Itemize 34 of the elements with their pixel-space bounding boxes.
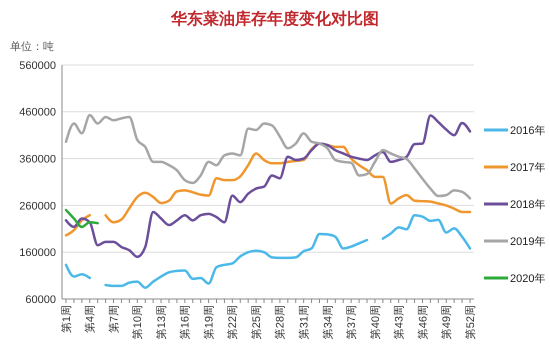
y-tick-label: 160000 <box>19 247 56 260</box>
x-tick-label: 第37周 <box>346 305 358 340</box>
legend-label: 2019年 <box>510 236 546 248</box>
x-tick-label: 第25周 <box>250 305 263 340</box>
y-tick-label: 360000 <box>19 153 56 166</box>
x-tick-label: 第22周 <box>227 305 240 340</box>
x-tick-label: 第31周 <box>298 305 310 340</box>
y-tick-label: 560000 <box>19 60 56 72</box>
x-tick-label: 第52周 <box>464 305 477 340</box>
x-tick-label: 第4周 <box>84 305 97 334</box>
legend-label: 2020年 <box>510 272 546 285</box>
legend-label: 2016年 <box>510 124 546 137</box>
chart-title: 华东菜油库存年度变化对比图 <box>170 9 379 28</box>
x-tick-label: 第7周 <box>108 305 120 334</box>
y-tick-label: 460000 <box>19 106 56 119</box>
x-tick-label: 第46周 <box>417 305 430 340</box>
line-series <box>64 114 472 258</box>
x-tick-label: 第19周 <box>203 305 216 340</box>
x-tick-label: 第13周 <box>156 305 168 340</box>
line-series <box>64 114 472 200</box>
line-series <box>64 208 99 228</box>
x-tick-label: 第28周 <box>274 305 287 340</box>
y-tick-label: 60000 <box>25 294 56 306</box>
x-tick-label: 第10周 <box>132 305 144 340</box>
x-tick-label: 第49周 <box>441 305 454 340</box>
x-tick-label: 第16周 <box>180 305 192 340</box>
legend-label: 2017年 <box>510 162 546 174</box>
x-tick-label: 第43周 <box>394 305 406 340</box>
x-tick-label: 第1周 <box>60 305 73 334</box>
y-tick-label: 260000 <box>19 200 56 212</box>
x-tick-label: 第34周 <box>322 305 334 340</box>
legend-label: 2018年 <box>510 198 546 211</box>
x-tick-label: 第40周 <box>370 305 382 340</box>
text: 单位：吨 <box>10 40 54 53</box>
